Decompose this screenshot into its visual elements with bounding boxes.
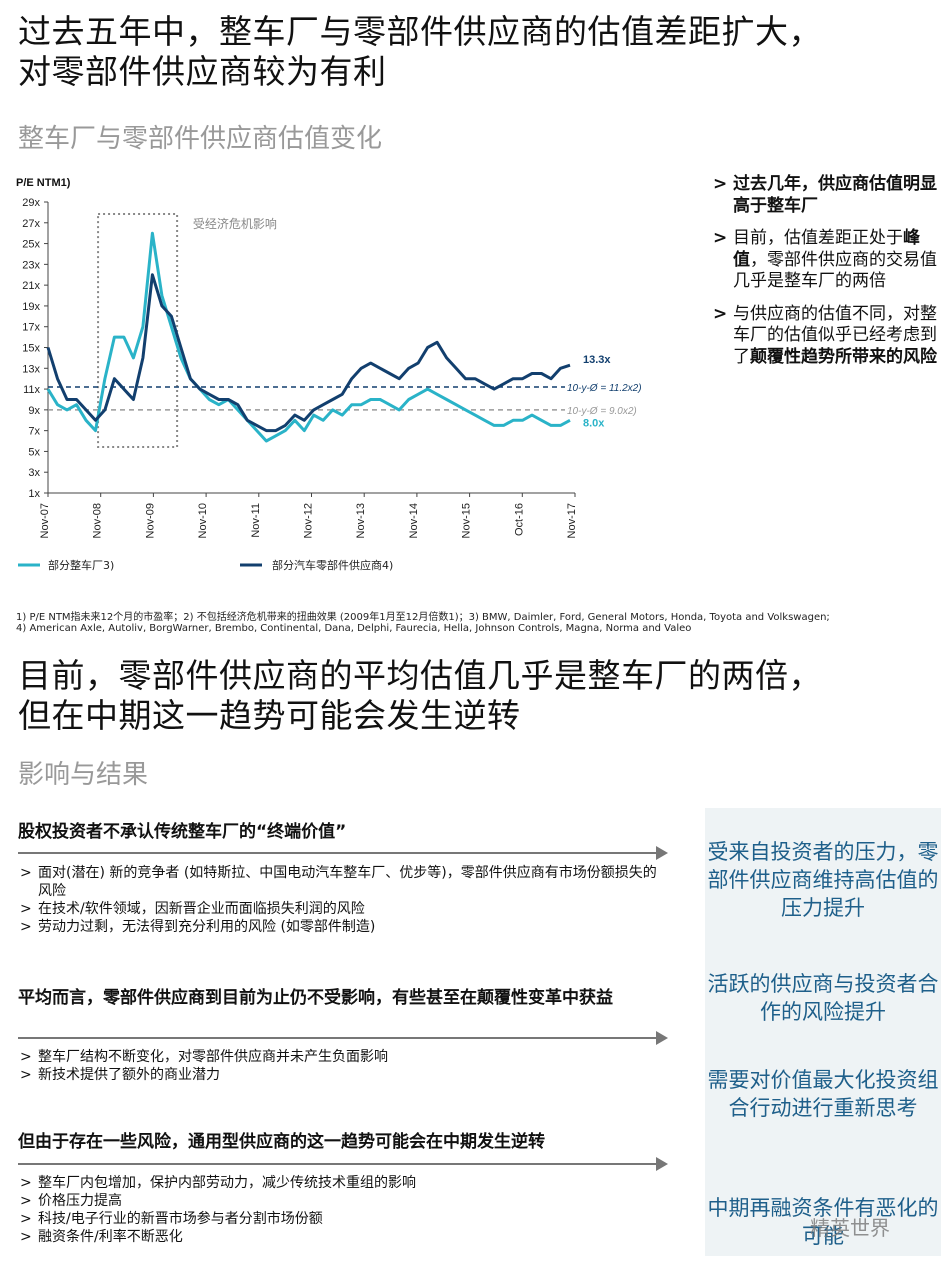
impact-3-bullets: 整车厂内包增加，保护内部劳动力，减少传统技术重组的影响 价格压力提高 科技/电子… (18, 1174, 668, 1246)
x-tick-label: Nov-17 (566, 503, 578, 538)
side-bullet-2-text-end: ，零部件供应商的交易值几乎是整车厂的两倍 (733, 249, 937, 292)
x-tick-label: Nov-13 (355, 503, 367, 538)
side-bullet-2-bold: 峰值 (733, 228, 920, 270)
list-item: 整车厂结构不断变化，对零部件供应商并未产生负面影响 (18, 1048, 668, 1066)
reference-line-label: 10-y-Ø = 11.2x2) (567, 383, 642, 394)
y-tick-label: 1x (28, 488, 40, 500)
consequence-4: 中期再融资条件有恶化的可能 (707, 1196, 939, 1248)
list-item: 融资条件/利率不断恶化 (18, 1228, 668, 1246)
list-item: 在技术/软件领域，因新晋企业而面临损失利润的风险 (18, 900, 668, 918)
side-bullet-1: 过去几年，供应商估值明显高于整车厂 (713, 174, 943, 217)
y-axis-label: P/E NTM1) (16, 177, 71, 189)
page-title-line1: 过去五年中，整车厂与零部件供应商的估值差距扩大， (18, 12, 822, 51)
y-tick-label: 5x (28, 446, 40, 458)
x-tick-label: Nov-14 (408, 503, 420, 538)
legend-label-2: 部分汽车零部件供应商4) (272, 558, 393, 572)
consequence-2: 活跃的供应商与投资者合作的风险提升 (707, 972, 939, 1024)
crisis-label: 受经济危机影响 (193, 216, 277, 231)
y-tick-label: 23x (22, 259, 40, 271)
chart-subtitle: 整车厂与零部件供应商估值变化 (18, 124, 383, 154)
x-tick-label: Nov-12 (303, 503, 315, 538)
y-tick-label: 3x (28, 467, 40, 479)
section-title-line2: 但在中期这一趋势可能会发生逆转 (18, 696, 521, 735)
side-bullet-3-bold: 颠覆性趋势所带来的风险 (750, 346, 937, 367)
side-bullet-3: 与供应商的估值不同，对整车厂的估值似乎已经考虑到了颠覆性趋势所带来的风险 (713, 304, 943, 369)
x-tick-label: Nov-15 (461, 503, 473, 538)
impact-2-title: 平均而言，零部件供应商到目前为止仍不受影响，有些甚至在颠覆性变革中获益 (18, 988, 613, 1008)
x-tick-label: Oct-16 (513, 503, 525, 536)
section-title-line1: 目前，零部件供应商的平均估值几乎是整车厂的两倍， (18, 656, 822, 695)
section-subtitle: 影响与结果 (18, 760, 149, 790)
list-item: 整车厂内包增加，保护内部劳动力，减少传统技术重组的影响 (18, 1174, 668, 1192)
list-item: 科技/电子行业的新晋市场参与者分割市场份额 (18, 1210, 668, 1228)
watermark: 精英世界 (810, 1216, 890, 1240)
impact-2-arrow (18, 1037, 658, 1039)
list-item: 劳动力过剩，无法得到充分利用的风险 (如零部件制造) (18, 918, 668, 936)
x-tick-label: Nov-08 (92, 503, 104, 538)
x-tick-label: Nov-09 (144, 503, 156, 538)
legend-label-1: 部分整车厂3) (48, 558, 114, 572)
end-value-label-dark: 13.3x (583, 354, 611, 366)
side-bullet-3-text: 与供应商的估值不同，对整车厂的估值似乎已经考虑到了 (733, 303, 937, 367)
y-tick-label: 11x (23, 384, 40, 396)
side-bullet-2: 目前，估值差距正处于峰值，零部件供应商的交易值几乎是整车厂的两倍 (713, 228, 943, 293)
consequence-3: 需要对价值最大化投资组合行动进行重新思考 (707, 1068, 939, 1120)
end-value-label-light: 8.0x (583, 417, 605, 429)
x-tick-label: Nov-11 (250, 503, 262, 538)
y-tick-label: 21x (22, 280, 40, 292)
page-title-line2: 对零部件供应商较为有利 (18, 52, 387, 91)
y-tick-label: 19x (22, 301, 40, 313)
impact-1-arrow (18, 852, 658, 854)
arrow-head-icon (656, 846, 668, 860)
impact-3-arrow (18, 1163, 658, 1165)
impact-3-title: 但由于存在一些风险，通用型供应商的这一趋势可能会在中期发生逆转 (18, 1132, 545, 1152)
series-line-2 (46, 273, 571, 433)
reference-line-label: 10-y-Ø = 9.0x2) (567, 406, 637, 417)
list-item: 面对(潜在) 新的竞争者 (如特斯拉、中国电动汽车整车厂、优步等)，零部件供应商… (18, 864, 668, 900)
consequence-1: 受来自投资者的压力，零部件供应商维持高估值的压力提升 (707, 840, 939, 920)
crisis-period-box (97, 213, 179, 448)
y-tick-label: 15x (22, 343, 40, 355)
y-tick-label: 29x (22, 197, 40, 209)
impact-1-title: 股权投资者不承认传统整车厂的“终端价值” (18, 822, 347, 842)
impact-1-bullets: 面对(潜在) 新的竞争者 (如特斯拉、中国电动汽车整车厂、优步等)，零部件供应商… (18, 864, 668, 936)
y-tick-label: 25x (22, 239, 40, 251)
y-tick-label: 13x (22, 363, 40, 375)
footnote-line1: 1) P/E NTM指未来12个月的市盈率；2) 不包括经济危机带来的扭曲效果 … (16, 612, 830, 623)
page-title: 过去五年中，整车厂与零部件供应商的估值差距扩大， 对零部件供应商较为有利 (18, 12, 822, 92)
pe-line-chart: P/E NTM1) 1x 3x 5x 7x 9x 11x 13x 15x 17x 19x 21x 23x… (16, 177, 642, 572)
x-tick-label: Nov-07 (39, 503, 51, 538)
list-item: 价格压力提高 (18, 1192, 668, 1210)
impact-2-bullets: 整车厂结构不断变化，对零部件供应商并未产生负面影响 新技术提供了额外的商业潜力 (18, 1048, 668, 1084)
arrow-head-icon (656, 1157, 668, 1171)
side-bullet-2-text: 目前，估值差距正处于 (733, 228, 903, 248)
y-tick-label: 9x (28, 405, 40, 417)
side-bullet-list: 过去几年，供应商估值明显高于整车厂 目前，估值差距正处于峰值，零部件供应商的交易… (713, 174, 943, 379)
footnote-line2: 4) American Axle, Autoliv, BorgWarner, B… (16, 623, 692, 634)
series-line-1 (46, 231, 571, 443)
y-tick-label: 7x (28, 426, 40, 438)
x-tick-label: Nov-10 (197, 503, 209, 538)
section-title: 目前，零部件供应商的平均估值几乎是整车厂的两倍， 但在中期这一趋势可能会发生逆转 (18, 656, 822, 736)
list-item: 新技术提供了额外的商业潜力 (18, 1066, 668, 1084)
consequences-panel (705, 808, 941, 1256)
y-tick-label: 27x (22, 218, 40, 230)
arrow-head-icon (656, 1031, 668, 1045)
y-tick-label: 17x (22, 322, 40, 334)
